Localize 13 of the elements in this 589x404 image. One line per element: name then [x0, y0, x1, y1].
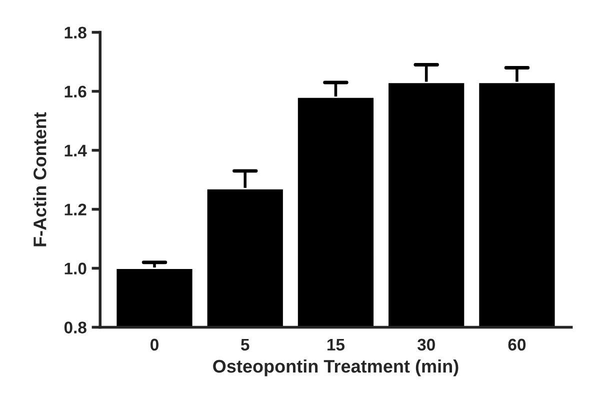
y-tick-label: 1.2	[64, 204, 86, 216]
x-tick-label: 30	[417, 338, 435, 351]
y-tick-label: 0.8	[64, 322, 86, 334]
x-tick-label: 0	[150, 338, 158, 351]
x-tick-label: 15	[328, 338, 345, 351]
y-tick-label: 1.8	[64, 26, 86, 39]
y-tick-label: 1.4	[64, 144, 87, 156]
x-tick-label: 5	[240, 338, 250, 351]
x-tick-label: 60	[508, 338, 526, 351]
x-axis-title: Osteopontin Treatment (min)	[213, 359, 458, 376]
y-tick-label: 1.6	[64, 86, 86, 98]
y-tick-label: 1.0	[64, 262, 86, 274]
y-axis-title: F-Actin Content	[33, 112, 46, 246]
